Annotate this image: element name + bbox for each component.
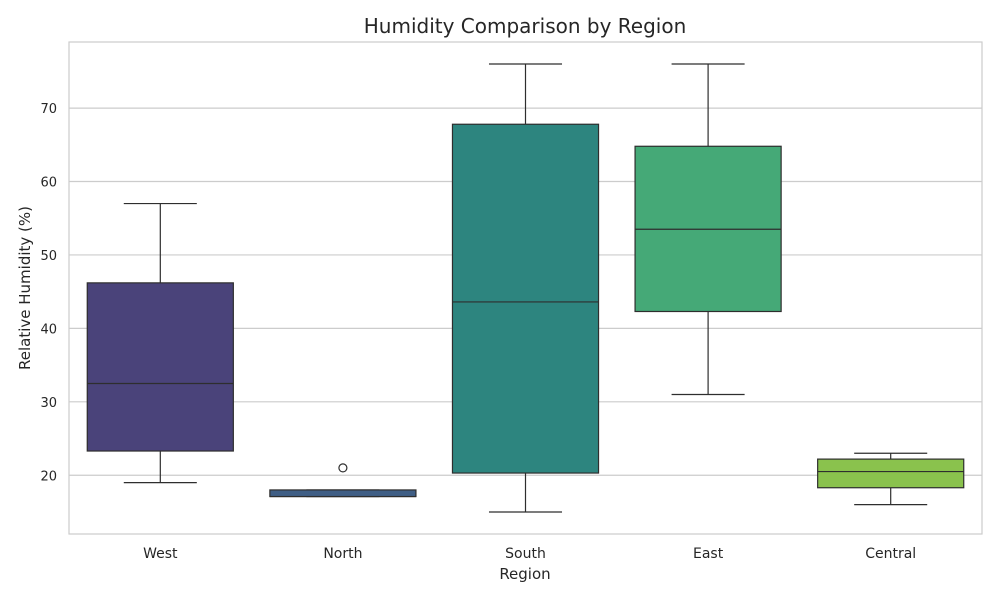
box-south xyxy=(451,63,600,513)
x-axis-label: Region xyxy=(499,565,550,583)
chart-title: Humidity Comparison by Region xyxy=(364,14,687,38)
y-tick-label-70: 70 xyxy=(40,102,57,117)
y-axis-label: Relative Humidity (%) xyxy=(16,206,34,370)
x-tick-label-north: North xyxy=(323,546,362,562)
x-tick-label-south: South xyxy=(505,546,546,562)
outlier-north-0 xyxy=(338,463,348,473)
iqr-box-south xyxy=(451,123,600,474)
x-tick-label-east: East xyxy=(693,546,724,562)
y-tick-label-30: 30 xyxy=(40,396,57,411)
box-central xyxy=(817,452,965,506)
y-tick-label-20: 20 xyxy=(40,469,57,484)
iqr-box-north xyxy=(269,489,417,498)
y-tick-labels: 20 30 40 50 60 70 xyxy=(40,102,57,484)
box-north xyxy=(269,463,417,498)
box-west xyxy=(86,202,234,484)
x-tick-label-central: Central xyxy=(865,546,916,562)
y-tick-label-40: 40 xyxy=(40,322,57,337)
iqr-box-west xyxy=(86,282,234,452)
iqr-box-central xyxy=(817,458,965,489)
plot-frame xyxy=(68,41,983,535)
x-tick-labels: West North South East Central xyxy=(143,546,916,562)
box-east xyxy=(634,63,782,396)
x-tick-label-west: West xyxy=(143,546,178,562)
box-series xyxy=(86,63,965,513)
y-tick-label-50: 50 xyxy=(40,249,57,264)
y-tick-label-60: 60 xyxy=(40,176,57,191)
